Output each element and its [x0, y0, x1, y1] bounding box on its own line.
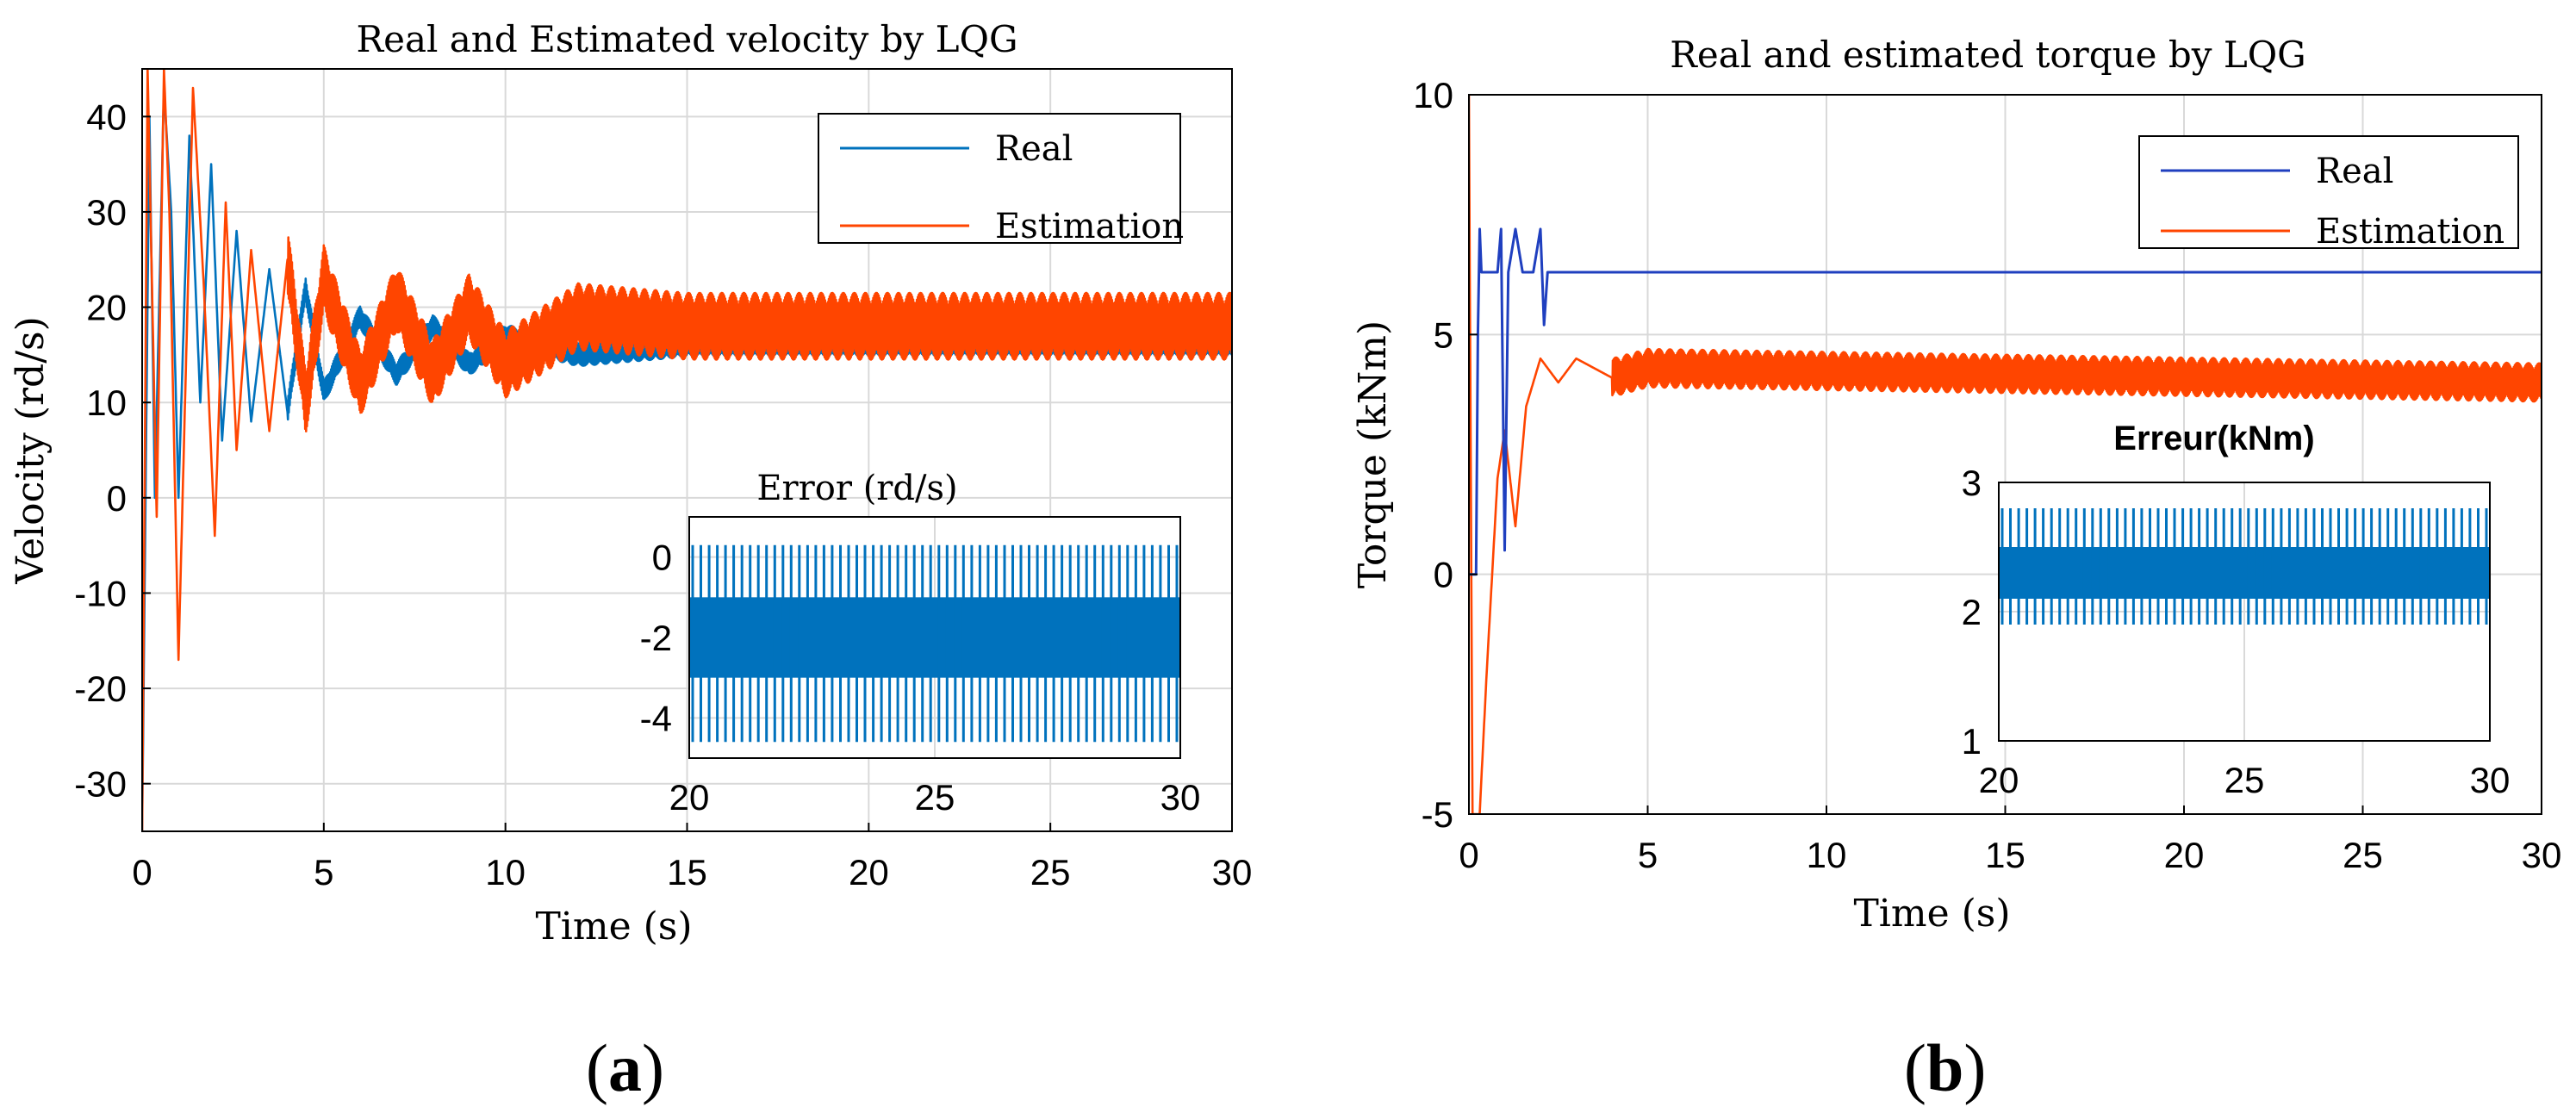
- series-line-real: [1469, 227, 2542, 576]
- inset-x-tick-label: 25: [2224, 760, 2265, 800]
- inset-title: Erreur(kNm): [2113, 420, 2314, 457]
- x-tick-label: 15: [667, 852, 707, 892]
- inset-error-spikes: [2000, 508, 2488, 625]
- chart-title: Real and Estimated velocity by LQG: [356, 18, 1017, 60]
- series-line-estimation: [1469, 95, 2542, 814]
- y-axis-label: Velocity (rd/s): [9, 316, 53, 585]
- series-line-estimation: [142, 69, 1232, 831]
- inset-chart: 20 25 30 -4 -2 0 Error (rd/s): [640, 469, 1201, 818]
- x-tick-label: 20: [2164, 835, 2205, 875]
- x-tick-label: 0: [132, 852, 152, 892]
- inset-title: Error (rd/s): [756, 469, 957, 508]
- inset-y-tick-label: 3: [1962, 463, 1982, 503]
- legend-label-estimation: Estimation: [995, 207, 1184, 246]
- x-tick-label: 30: [1212, 852, 1253, 892]
- panel-label-b: (b): [1904, 1030, 1987, 1105]
- y-tick-label: -5: [1422, 794, 1453, 835]
- inset-y-tick-label: 0: [652, 538, 672, 578]
- x-tick-label: 15: [1985, 835, 2025, 875]
- legend: Real Estimation: [2138, 135, 2519, 252]
- y-tick-label: 10: [1413, 75, 1453, 115]
- x-tick-label: 20: [849, 852, 889, 892]
- inset-axes-box: [688, 516, 1181, 759]
- legend-label-real: Real: [2316, 152, 2393, 191]
- legend-box: [2138, 135, 2519, 249]
- y-tick-label: 0: [1434, 555, 1453, 595]
- x-axis-label: Time (s): [1853, 892, 2010, 936]
- x-tick-label: 5: [314, 852, 333, 892]
- x-tick-label: 5: [1638, 835, 1658, 875]
- x-axis-label: Time (s): [535, 905, 692, 948]
- legend: Real Estimation: [818, 113, 1184, 246]
- y-tick-label: 5: [1434, 314, 1453, 355]
- inset-error-spikes: [691, 544, 1179, 743]
- inset-x-tick-label: 30: [1160, 777, 1201, 818]
- series-group: [142, 69, 1232, 831]
- y-tick-label: -10: [74, 573, 127, 613]
- series-group: [1469, 95, 2542, 814]
- x-tick-label: 0: [1459, 835, 1478, 875]
- y-tick-label: 20: [86, 288, 127, 328]
- x-tick-label: 25: [1030, 852, 1071, 892]
- x-tick-label: 30: [2522, 835, 2562, 875]
- y-tick-label: -30: [74, 764, 127, 805]
- x-tick-label: 10: [485, 852, 526, 892]
- y-tick-label: 30: [86, 192, 127, 233]
- legend-box: [818, 113, 1181, 244]
- inset-x-tick-label: 30: [2470, 760, 2511, 800]
- legend-label-estimation: Estimation: [2316, 212, 2504, 252]
- inset-x-tick-label: 20: [669, 777, 710, 818]
- inset-y-tick-label: 1: [1962, 721, 1982, 762]
- inset-y-tick-label: 2: [1962, 592, 1982, 632]
- y-axis-label: Torque (kNm): [1351, 320, 1395, 588]
- inset-error-band: [1999, 547, 2490, 599]
- y-tick-label: 0: [107, 478, 127, 519]
- chart-title: Real and estimated torque by LQG: [1670, 34, 2305, 76]
- y-tick-label: -20: [74, 669, 127, 709]
- x-tick-label: 10: [1807, 835, 1847, 875]
- legend-label-real: Real: [995, 129, 1073, 169]
- x-tick-label: 25: [2343, 835, 2383, 875]
- inset-x-tick-label: 20: [1979, 760, 2019, 800]
- y-tick-label: 40: [86, 96, 127, 137]
- inset-axes-box: [1998, 482, 2491, 742]
- inset-x-tick-label: 25: [915, 777, 955, 818]
- y-tick-label: 10: [86, 382, 127, 423]
- inset-chart: 20 25 30 1 2 3 Erreur(kNm): [1962, 420, 2511, 800]
- inset-error-band: [689, 597, 1180, 678]
- panel-label-a: (a): [586, 1030, 664, 1105]
- inset-y-tick-label: -4: [640, 698, 672, 738]
- inset-y-tick-label: -2: [640, 618, 672, 658]
